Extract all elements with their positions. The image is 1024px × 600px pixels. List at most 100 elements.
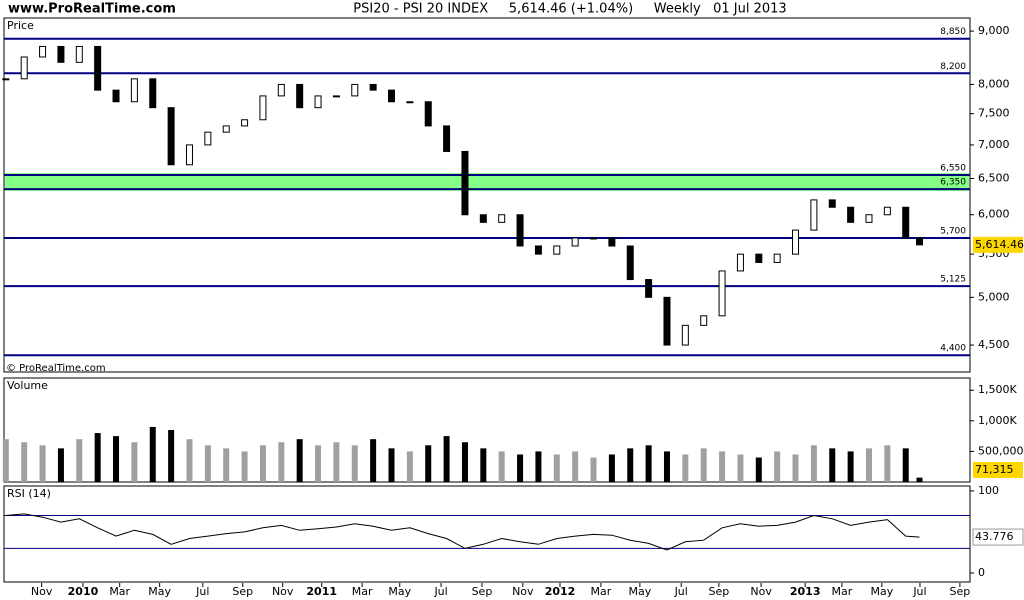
candle	[112, 89, 120, 103]
candle	[406, 101, 414, 104]
candle	[20, 56, 28, 80]
x-tick-label: 2013	[790, 585, 821, 598]
candle	[571, 237, 579, 247]
panel-label: Price	[7, 19, 34, 32]
y-tick-label: 7,000	[978, 138, 1010, 151]
y-tick-label: 6,500	[978, 171, 1010, 184]
x-tick-label: Sep	[232, 585, 253, 598]
volume-bar	[333, 442, 340, 482]
volume-bar	[572, 451, 579, 482]
candle	[479, 214, 487, 223]
x-tick-label: Nov	[272, 585, 294, 598]
level-label: 6,550	[940, 164, 966, 174]
x-tick-label: 2012	[545, 585, 576, 598]
volume-bar	[535, 451, 542, 482]
volume-bar	[498, 451, 505, 482]
volume-bar	[168, 430, 175, 482]
candle	[259, 95, 267, 121]
candle	[241, 119, 249, 127]
x-tick-label: 2011	[306, 585, 337, 598]
x-tick-label: Sep	[708, 585, 729, 598]
x-tick-label: Sep	[472, 585, 493, 598]
volume-bar	[406, 451, 413, 482]
volume-bar	[241, 451, 248, 482]
candle	[424, 101, 432, 127]
volume-bar	[113, 436, 120, 482]
volume-bar	[737, 454, 744, 482]
level-label: 5,700	[940, 226, 966, 236]
title: PSI20 - PSI 20 INDEX 5,614.46 (+1.04%) W…	[353, 2, 786, 17]
panel-label: Volume	[7, 379, 48, 392]
volume-bar	[645, 445, 652, 482]
x-tick-label: Mar	[832, 585, 853, 598]
y-tick-label: 100	[978, 484, 999, 497]
volume-bar	[425, 445, 432, 482]
volume-bar	[847, 451, 854, 482]
volume-bar	[21, 442, 28, 482]
level-label: 5,125	[940, 275, 966, 285]
x-tick-label: Mar	[352, 585, 373, 598]
candle	[773, 253, 781, 263]
x-tick-label: Jul	[195, 585, 209, 598]
volume-bar	[259, 445, 266, 482]
candle	[167, 107, 175, 166]
volume-bar	[204, 445, 211, 482]
volume-bar	[916, 477, 923, 482]
volume-bar	[700, 448, 707, 482]
last-value-label: 43.776	[975, 530, 1014, 543]
level-label: 8,850	[940, 27, 966, 37]
x-tick-label: 2010	[68, 585, 99, 598]
last-value-box	[973, 236, 1023, 253]
volume-bar	[719, 451, 726, 482]
volume-bar	[663, 451, 670, 482]
candle	[810, 199, 818, 231]
y-tick-label: 9,000	[978, 24, 1010, 37]
volume-bar	[755, 457, 762, 482]
candle	[608, 237, 616, 247]
panel-frame	[3, 485, 971, 583]
volume-bar	[461, 442, 468, 482]
level-label: 6,350	[940, 178, 966, 188]
y-tick-label: 0	[978, 566, 985, 579]
volume-bar	[278, 442, 285, 482]
candle	[516, 214, 524, 247]
candle	[590, 237, 598, 240]
volume-bar	[296, 439, 303, 482]
candle	[388, 89, 396, 103]
x-tick-label: May	[870, 585, 893, 598]
candle	[39, 45, 47, 58]
volume-bar	[57, 448, 64, 482]
volume-bar	[94, 433, 101, 482]
volume-bar	[902, 448, 909, 482]
volume-bar	[829, 448, 836, 482]
candle	[626, 245, 634, 281]
volume-bar	[553, 454, 560, 482]
volume-bar	[590, 457, 597, 482]
candle	[681, 324, 689, 346]
candle	[828, 199, 836, 208]
candle	[222, 125, 230, 133]
x-tick-label: Sep	[950, 585, 971, 598]
candle	[553, 245, 561, 255]
volume-bar	[810, 445, 817, 482]
volume-bar	[884, 445, 891, 482]
volume-bar	[774, 451, 781, 482]
panel-frame	[3, 17, 971, 373]
x-tick-label: Mar	[590, 585, 611, 598]
x-tick-label: Jul	[674, 585, 688, 598]
volume-bar	[76, 439, 83, 482]
volume-bar	[388, 448, 395, 482]
candle	[204, 131, 212, 146]
x-tick-label: Nov	[750, 585, 772, 598]
candle	[75, 45, 83, 63]
y-tick-label: 1,500K	[978, 383, 1017, 396]
candle	[185, 144, 193, 166]
volume-bar	[480, 448, 487, 482]
volume-bar	[792, 454, 799, 482]
panel-frame	[3, 377, 971, 483]
volume-bar	[2, 439, 9, 482]
candle	[94, 45, 102, 91]
candle	[902, 206, 910, 239]
y-tick-label: 6,000	[978, 208, 1010, 221]
